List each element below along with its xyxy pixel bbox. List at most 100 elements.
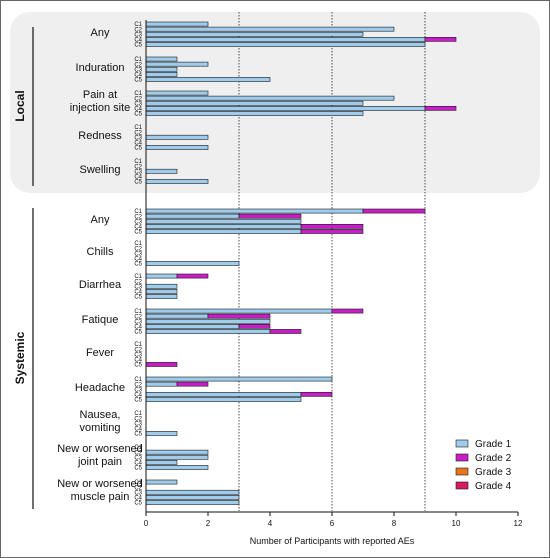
cycle-label: C4 (134, 107, 142, 113)
ae-category-label: Redness (78, 130, 122, 142)
cycle-label: C3 (134, 101, 142, 107)
cycle-label: C5 (134, 43, 142, 49)
bar-segment (145, 111, 364, 116)
bar-segment (300, 391, 333, 397)
ae-category-label: vomiting (80, 422, 121, 434)
bar-segment (145, 313, 209, 319)
ae-category-label: New or worsened (57, 478, 143, 490)
cycle-label: C5 (134, 295, 142, 301)
bar-segment (176, 273, 209, 279)
cycle-label: C1 (134, 342, 142, 348)
x-tick-label: 8 (392, 519, 397, 528)
bar-segment (145, 36, 426, 42)
ae-category-label: Any (91, 27, 110, 39)
cycle-label: C3 (134, 490, 142, 496)
cycle-label: C5 (134, 230, 142, 236)
cycle-label: C4 (134, 496, 142, 502)
bar-segment (145, 42, 426, 47)
cycle-label: C2 (134, 416, 142, 422)
ae-category-label: muscle pain (71, 491, 130, 503)
legend-swatch (455, 467, 469, 476)
cycle-label: C4 (134, 38, 142, 44)
bar-segment (145, 500, 240, 505)
bar-segment (145, 465, 209, 470)
ae-category-label: Fatique (82, 314, 119, 326)
x-tick-label: 6 (330, 519, 335, 528)
cycle-label: C2 (134, 214, 142, 220)
bar-segment (424, 106, 457, 111)
cycle-label: C5 (134, 330, 142, 336)
cycle-label: C1 (134, 241, 142, 247)
bar-segment (145, 431, 178, 436)
cycle-label: C1 (134, 159, 142, 165)
bar-segment (145, 308, 333, 314)
cycle-label: C4 (134, 225, 142, 231)
cycle-label: C3 (134, 455, 142, 461)
cycle-label: C5 (134, 501, 142, 507)
bar-segment (145, 179, 209, 184)
bar-segment (145, 90, 209, 96)
bar-segment (300, 224, 364, 229)
legend-swatch (455, 439, 469, 448)
bar-segment (145, 329, 271, 334)
cycle-label: C5 (134, 432, 142, 438)
cycle-label: C1 (134, 57, 142, 63)
cycle-label: C4 (134, 427, 142, 433)
bar-segment (145, 479, 178, 485)
cycle-label: C1 (134, 480, 142, 486)
cycle-label: C1 (134, 411, 142, 417)
legend-swatch (455, 453, 469, 462)
bar-segment (145, 494, 240, 500)
bar-segment (145, 261, 240, 266)
legend-label: Grade 1 (475, 439, 512, 450)
bar-segment (176, 381, 209, 387)
cycle-label: C1 (134, 309, 142, 315)
cycle-label: C4 (134, 73, 142, 79)
bar-segment (362, 208, 426, 214)
bar-segment (331, 308, 364, 314)
bar-segment (145, 77, 271, 82)
cycle-label: C4 (134, 325, 142, 331)
cycle-label: C2 (134, 96, 142, 102)
cycle-label: C5 (134, 466, 142, 472)
cycle-label: C2 (134, 485, 142, 491)
bar-segment (145, 323, 240, 329)
cycle-label: C2 (134, 382, 142, 388)
cycle-label: C3 (134, 251, 142, 257)
bar-segment (269, 329, 302, 334)
bar-segment (145, 21, 209, 27)
cycle-label: C2 (134, 27, 142, 33)
cycle-label: C5 (134, 146, 142, 152)
bar-segment (145, 362, 178, 367)
ae-category-label: Nausea, (80, 409, 121, 421)
ae-category-label: Induration (76, 62, 125, 74)
cycle-label: C3 (134, 135, 142, 141)
bar-segment (145, 454, 209, 460)
legend-label: Grade 4 (475, 481, 512, 492)
bar-segment (145, 61, 209, 67)
bar-segment (145, 218, 302, 224)
cycle-label: C1 (134, 125, 142, 131)
cycle-label: C2 (134, 314, 142, 320)
cycle-label: C1 (134, 22, 142, 28)
cycle-label: C1 (134, 274, 142, 280)
cycle-label: C2 (134, 450, 142, 456)
cycle-label: C5 (134, 112, 142, 118)
cycle-label: C1 (134, 445, 142, 451)
cycle-label: C3 (134, 387, 142, 393)
ae-category-label: Pain at (83, 89, 117, 101)
cycle-label: C4 (134, 358, 142, 364)
bar-segment (145, 397, 302, 402)
cycle-label: C3 (134, 32, 142, 38)
bar-segment (238, 323, 271, 329)
cycle-label: C2 (134, 279, 142, 285)
bar-segment (145, 318, 271, 324)
bar-segment (145, 224, 302, 229)
bar-segment (145, 100, 364, 106)
cycle-label: C4 (134, 175, 142, 181)
ae-category-label: Chills (87, 246, 114, 258)
bar-segment (207, 313, 271, 319)
cycle-label: C5 (134, 180, 142, 186)
cycle-label: C5 (134, 78, 142, 84)
x-tick-label: 2 (206, 519, 211, 528)
